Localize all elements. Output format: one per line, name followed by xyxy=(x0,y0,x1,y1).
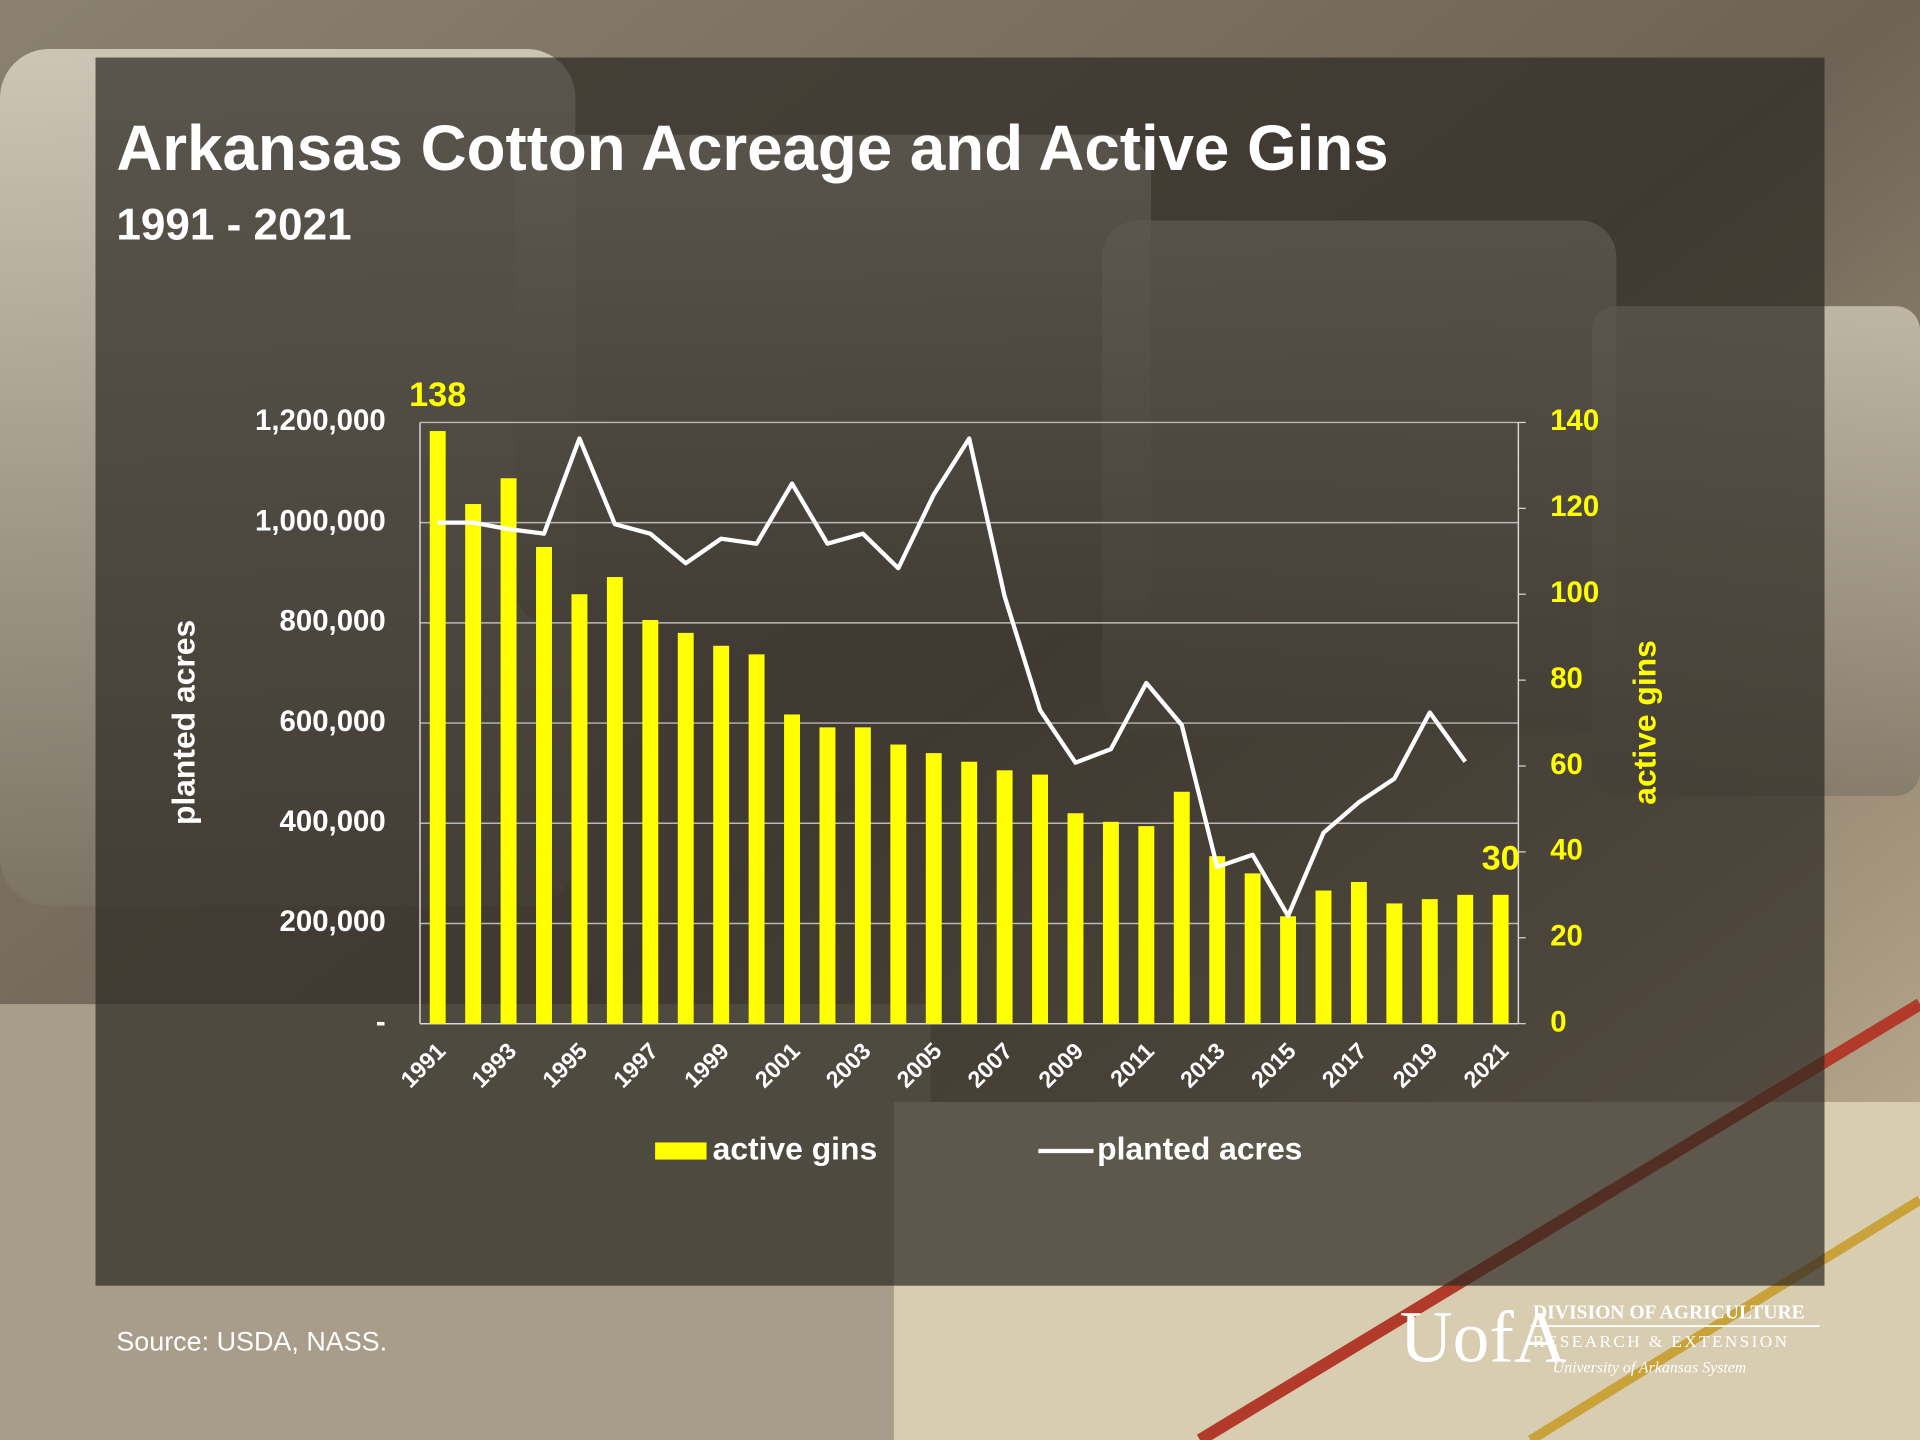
value-label: 138 xyxy=(409,376,466,414)
y2-tick-label: 20 xyxy=(1550,920,1583,953)
y-tick-label: 400,000 xyxy=(280,805,386,838)
y2-tick-label: 80 xyxy=(1550,662,1583,695)
y-tick-label: 600,000 xyxy=(280,705,386,738)
bar xyxy=(1102,821,1119,1024)
bar xyxy=(1173,791,1190,1024)
bar xyxy=(1138,826,1155,1024)
chart-panel xyxy=(95,57,1825,1286)
bar xyxy=(1067,813,1084,1024)
y2-axis-label: active gins xyxy=(1626,640,1662,805)
bar xyxy=(961,761,978,1024)
legend-label: active gins xyxy=(713,1130,878,1166)
bar xyxy=(500,478,517,1024)
bar xyxy=(571,594,588,1024)
y-tick-label: 800,000 xyxy=(280,605,386,638)
y-tick-label: 1,200,000 xyxy=(255,404,386,437)
logo-line: RESEARCH & EXTENSION xyxy=(1533,1332,1789,1351)
y-tick-label: 200,000 xyxy=(280,905,386,938)
logo-line: DIVISION OF AGRICULTURE xyxy=(1533,1302,1805,1323)
source-note: Source: USDA, NASS. xyxy=(116,1326,387,1356)
legend-label: planted acres xyxy=(1097,1130,1302,1166)
bar xyxy=(1492,894,1509,1024)
chart-title: Arkansas Cotton Acreage and Active Gins xyxy=(116,113,1388,184)
y2-tick-label: 100 xyxy=(1550,576,1599,609)
y-axis-label: planted acres xyxy=(166,620,202,825)
y2-tick-label: 120 xyxy=(1550,490,1599,523)
bar xyxy=(996,770,1013,1024)
bar xyxy=(1421,899,1438,1024)
legend-swatch xyxy=(655,1142,707,1160)
y-tick-label: - xyxy=(376,1005,386,1038)
bar xyxy=(1032,774,1049,1024)
y2-tick-label: 0 xyxy=(1550,1005,1566,1038)
y2-tick-label: 140 xyxy=(1550,404,1599,437)
chart-subtitle: 1991 - 2021 xyxy=(116,200,351,249)
bar xyxy=(606,577,623,1024)
bar xyxy=(677,632,694,1024)
bar xyxy=(854,727,871,1024)
bar xyxy=(429,431,446,1024)
y2-tick-label: 60 xyxy=(1550,748,1583,781)
bar xyxy=(819,727,836,1024)
bar xyxy=(1350,881,1367,1024)
bar xyxy=(784,714,800,1024)
line xyxy=(437,436,1467,919)
logo-mark: UofA xyxy=(1400,1296,1567,1377)
logo-line: University of Arkansas System xyxy=(1553,1360,1747,1377)
bar xyxy=(748,654,765,1024)
bar xyxy=(536,546,552,1024)
bar xyxy=(1244,873,1261,1024)
y2-tick-label: 40 xyxy=(1550,834,1583,867)
bar xyxy=(1209,856,1226,1024)
bar xyxy=(465,504,482,1024)
bar xyxy=(1280,916,1297,1024)
bar xyxy=(713,645,730,1024)
bar xyxy=(642,619,659,1024)
bar xyxy=(1386,903,1403,1024)
bar xyxy=(1457,894,1474,1024)
bar xyxy=(890,744,907,1024)
bar xyxy=(1315,890,1332,1024)
value-label: 30 xyxy=(1482,840,1520,878)
bar xyxy=(925,753,942,1024)
y-tick-label: 1,000,000 xyxy=(255,504,386,537)
